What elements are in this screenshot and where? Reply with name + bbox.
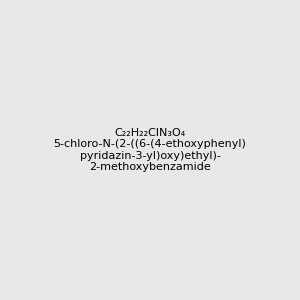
Text: C₂₂H₂₂ClN₃O₄
5-chloro-N-(2-((6-(4-ethoxyphenyl)
pyridazin-3-yl)oxy)ethyl)-
2-met: C₂₂H₂₂ClN₃O₄ 5-chloro-N-(2-((6-(4-ethoxy… bbox=[54, 128, 246, 172]
